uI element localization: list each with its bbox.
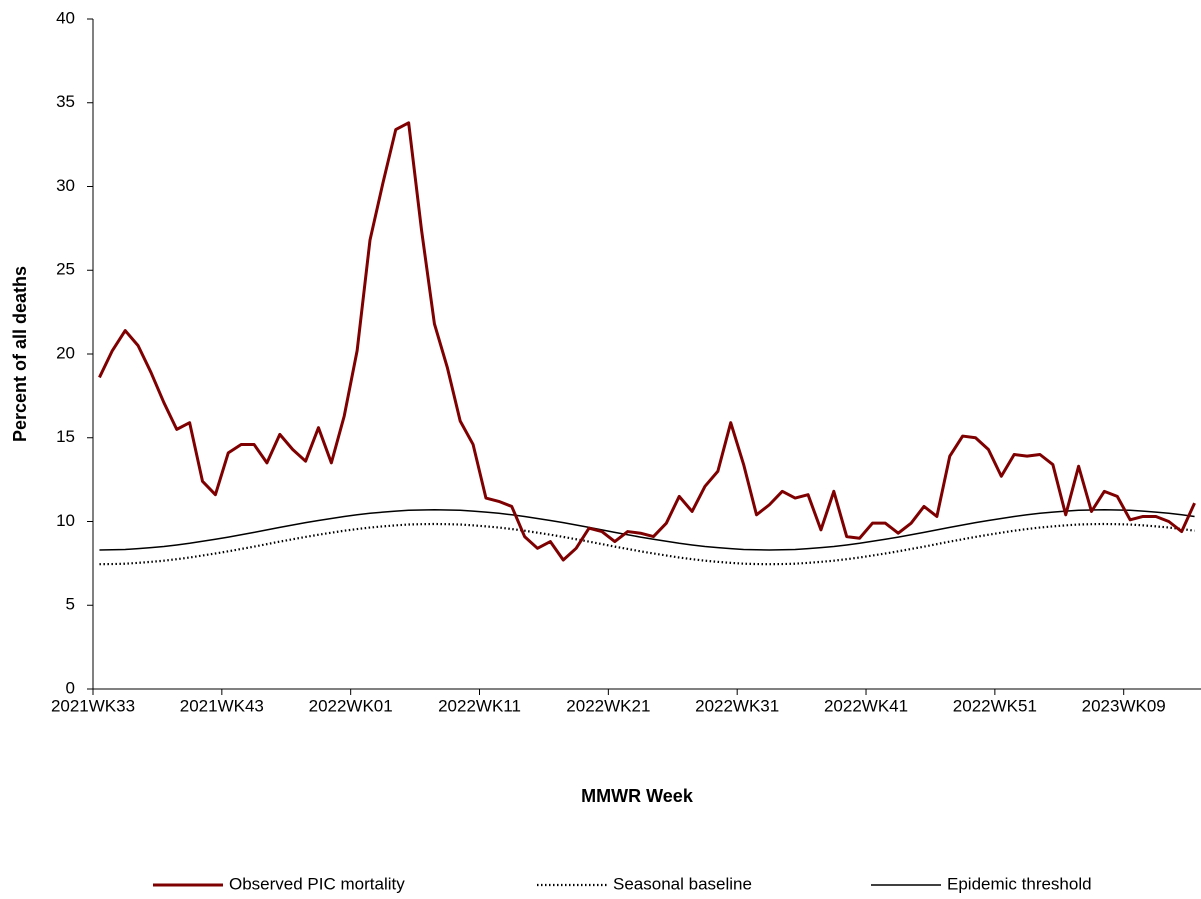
- x-tick-label: 2022WK41: [824, 696, 908, 715]
- y-tick-label: 15: [56, 427, 75, 446]
- x-tick-label: 2021WK43: [180, 696, 264, 715]
- y-tick-label: 0: [66, 678, 75, 697]
- x-tick-label: 2022WK01: [309, 696, 393, 715]
- y-tick-label: 20: [56, 343, 75, 362]
- y-tick-label: 5: [66, 595, 75, 614]
- series-line: [99, 522, 1195, 566]
- x-tick-label: 2022WK31: [695, 696, 779, 715]
- y-tick-label: 30: [56, 176, 75, 195]
- x-axis-title: MMWR Week: [581, 786, 694, 806]
- y-axis-title: Percent of all deaths: [10, 266, 30, 442]
- series-line: [99, 509, 1195, 551]
- x-tick-label: 2023WK09: [1082, 696, 1166, 715]
- legend-label: Observed PIC mortality: [229, 874, 405, 893]
- x-tick-label: 2021WK33: [51, 696, 135, 715]
- series-line: [98, 121, 1196, 562]
- x-tick-label: 2022WK51: [953, 696, 1037, 715]
- y-tick-label: 40: [56, 8, 75, 27]
- y-tick-label: 10: [56, 511, 75, 530]
- x-tick-label: 2022WK21: [566, 696, 650, 715]
- legend-label: Epidemic threshold: [947, 874, 1092, 893]
- y-tick-label: 25: [56, 260, 75, 279]
- legend-label: Seasonal baseline: [613, 874, 752, 893]
- x-tick-label: 2022WK11: [438, 696, 521, 715]
- y-tick-label: 35: [56, 92, 75, 111]
